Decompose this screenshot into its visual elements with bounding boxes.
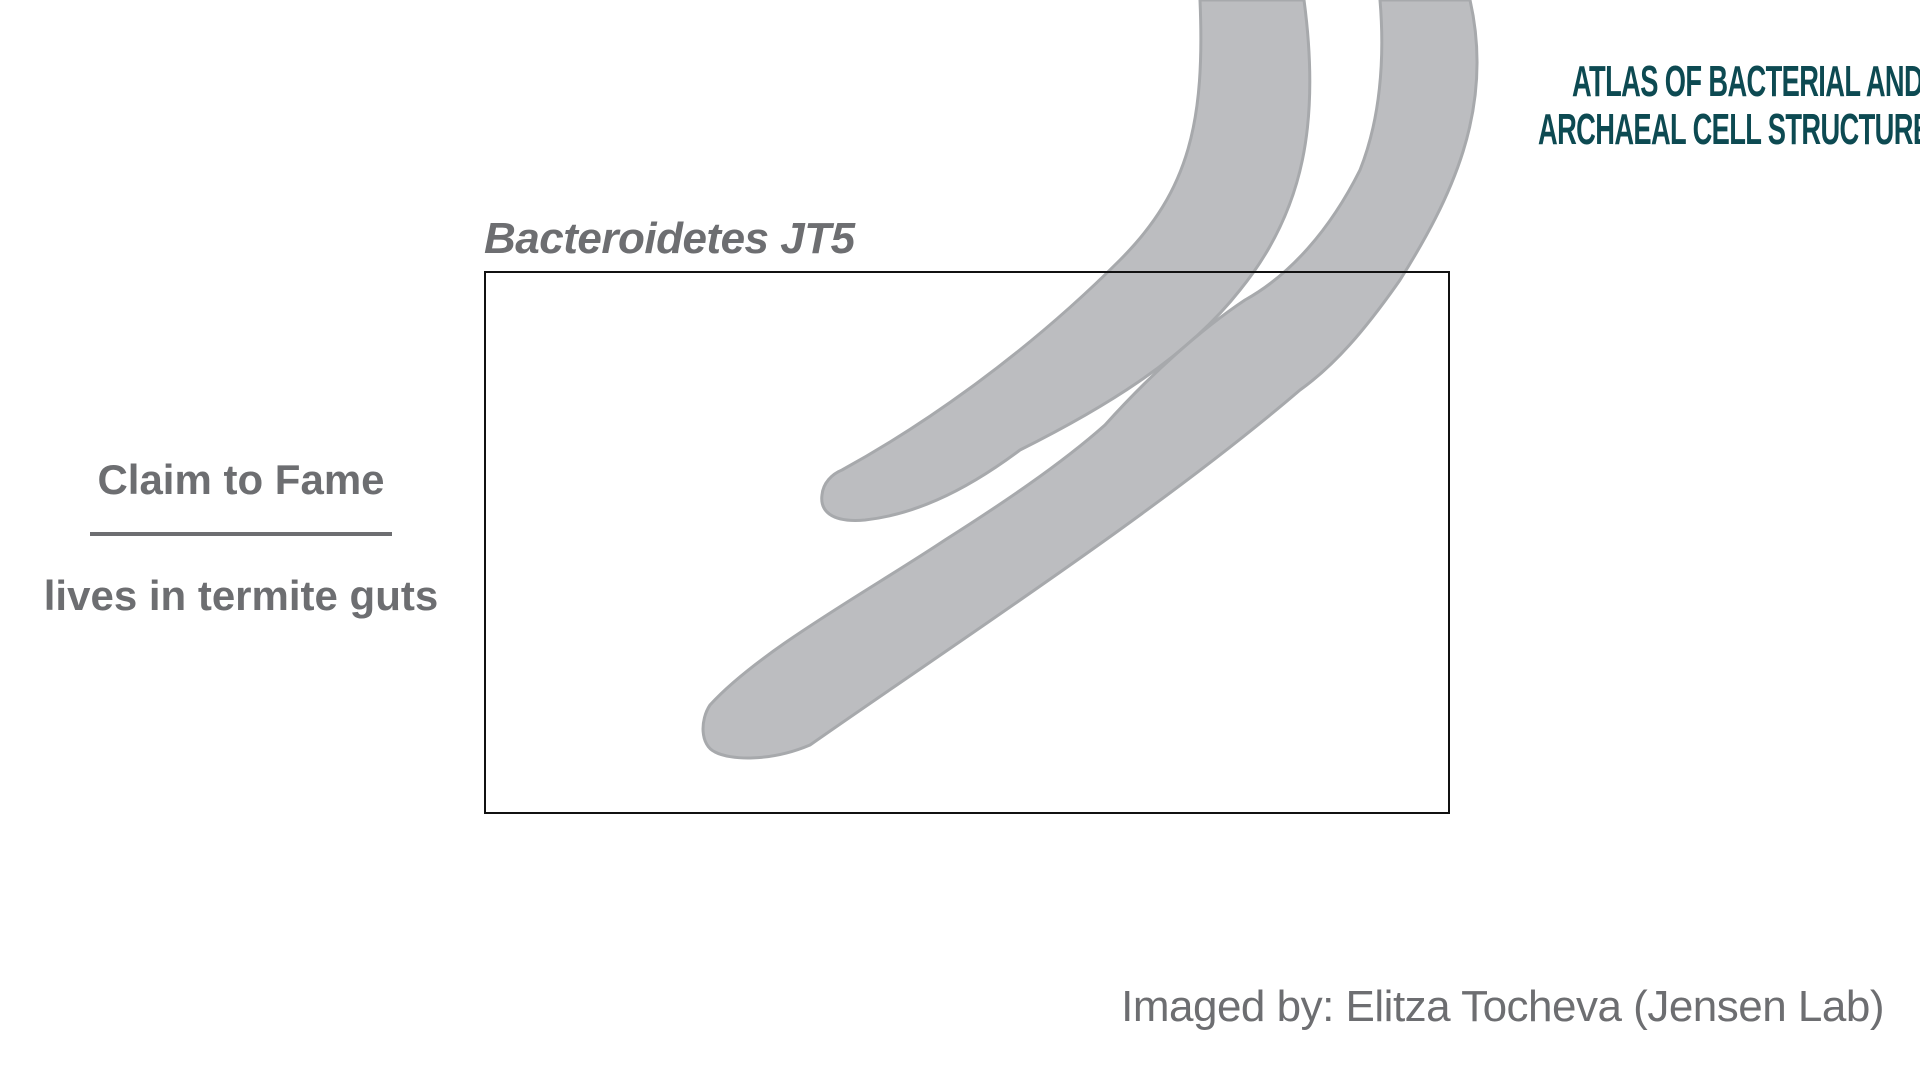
- organism-name: Bacteroidetes JT5: [484, 214, 855, 263]
- claim-divider: [90, 532, 392, 536]
- claim-heading: Claim to Fame: [97, 456, 385, 503]
- cell-lower: [701, 0, 1479, 760]
- image-credit: Imaged by: Elitza Tocheva (Jensen Lab): [1121, 982, 1884, 1031]
- logo-line-1: ATLAS OF BACTERIAL AND: [1572, 57, 1920, 106]
- claim-text: lives in termite guts: [43, 572, 439, 619]
- atlas-logo: ATLAS OF BACTERIAL AND ARCHAEAL CELL STR…: [1538, 60, 1920, 160]
- logo-line-2: ARCHAEAL CELL STRUCTURE: [1538, 105, 1920, 154]
- cell-upper: [820, 0, 1312, 522]
